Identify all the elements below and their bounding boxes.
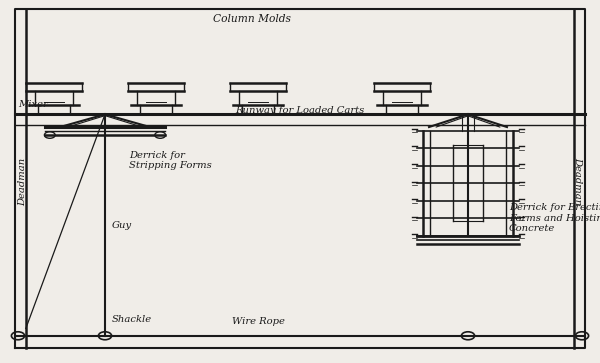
Text: Derrick for Erecting
Forms and Hoisting
Concrete: Derrick for Erecting Forms and Hoisting … <box>509 203 600 233</box>
Text: Deadman: Deadman <box>18 158 28 205</box>
Text: Deadman: Deadman <box>572 158 581 205</box>
Text: Mixer: Mixer <box>18 100 48 109</box>
Text: Guy: Guy <box>112 221 133 229</box>
Text: Wire Rope: Wire Rope <box>232 317 284 326</box>
Text: Shackle: Shackle <box>112 315 152 324</box>
Text: Derrick for
Stripping Forms: Derrick for Stripping Forms <box>129 151 212 170</box>
Text: Runway for Loaded Carts: Runway for Loaded Carts <box>235 106 365 115</box>
Text: Column Molds: Column Molds <box>213 14 291 24</box>
